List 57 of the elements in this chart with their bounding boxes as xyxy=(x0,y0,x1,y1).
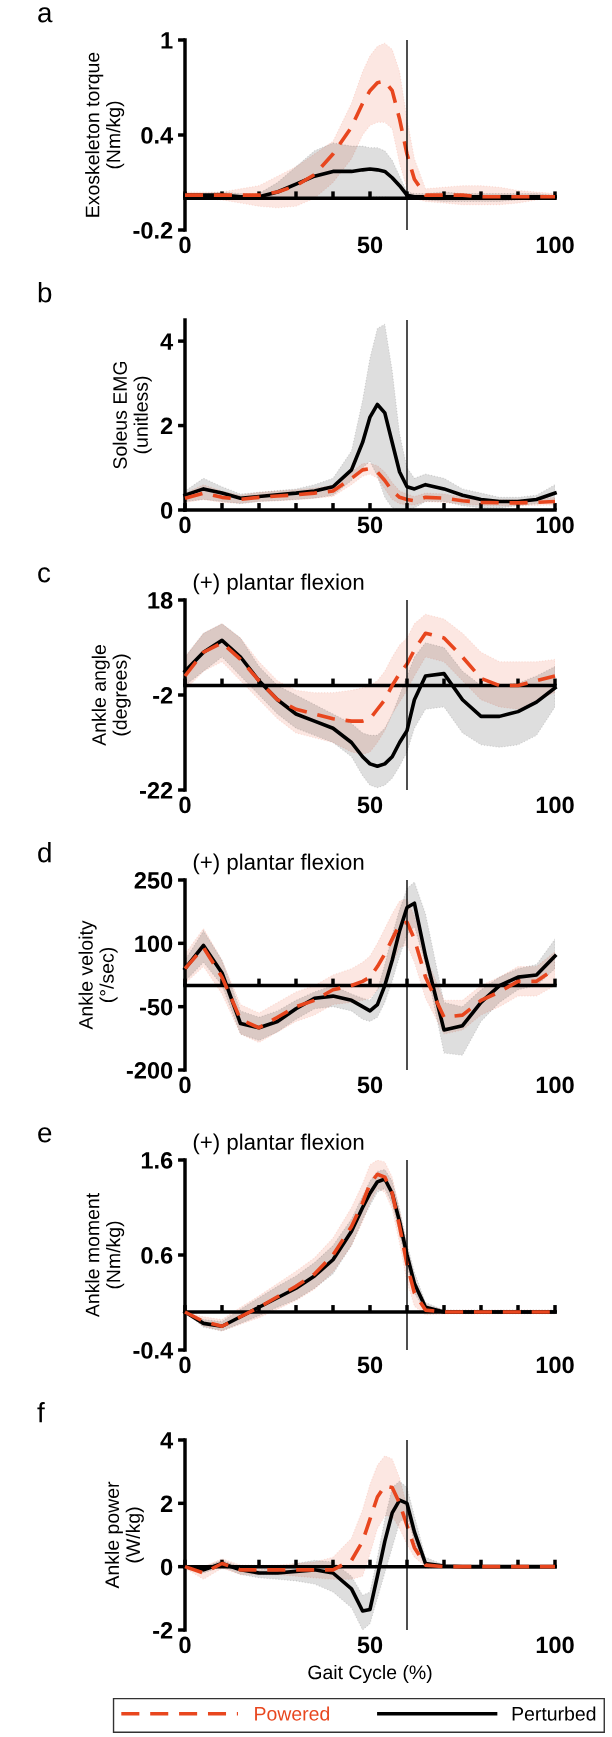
chart-title: b xyxy=(38,282,52,303)
chart-title: c xyxy=(38,567,51,583)
chart-subtitle: (+) plantar flexion xyxy=(193,1133,364,1155)
y-axis-title: Ankle veloity (°/sec) xyxy=(78,920,118,1030)
line-series xyxy=(183,79,557,199)
y-tick-label: 250 xyxy=(134,872,173,889)
y-axis-title: Ankle angle (degrees) xyxy=(91,645,131,746)
y-tick-label: 0.4 xyxy=(141,127,174,144)
y-tick-label: 0 xyxy=(161,502,173,519)
chart-title: a xyxy=(38,7,53,23)
x-tick-label: 50 xyxy=(357,1636,383,1654)
y-tick-label: 18 xyxy=(148,592,173,609)
y-tick-label: 4 xyxy=(160,1432,174,1449)
y-tick-label: -2 xyxy=(153,1622,173,1639)
y-tick-label: 0 xyxy=(161,1558,173,1576)
y-tick-label: -22 xyxy=(140,782,173,799)
y-axis-title: Soleus EMG (unitless) xyxy=(112,361,152,469)
x-tick-label: 0 xyxy=(179,516,191,534)
x-tick-label: 0 xyxy=(179,1356,191,1374)
x-tick-label: 0 xyxy=(179,236,191,254)
text: Powered xyxy=(255,1706,330,1721)
y-tick-label: -0.4 xyxy=(133,1342,174,1359)
y-axis-title: Ankle power (W/kg) xyxy=(104,1481,144,1589)
y-tick-label: 4 xyxy=(160,333,174,350)
y-tick-label: 2 xyxy=(160,1495,173,1512)
y-tick-label: 1.6 xyxy=(141,1152,173,1169)
y-tick-label: -2 xyxy=(153,687,173,704)
x-tick-label: 100 xyxy=(536,1356,574,1374)
y-tick-label: -50 xyxy=(140,998,173,1016)
y-tick-label: 100 xyxy=(135,935,173,953)
y-tick-label: 2 xyxy=(160,417,173,435)
y-tick-label: 1 xyxy=(161,32,173,49)
x-tick-label: 100 xyxy=(536,236,574,254)
x-tick-label: 100 xyxy=(536,516,574,534)
chart-subtitle: (+) plantar flexion xyxy=(193,573,364,595)
x-tick-label: 50 xyxy=(357,516,383,534)
y-axis-title: Ankle moment (Nm/kg) xyxy=(85,1193,125,1318)
chart-title: d xyxy=(38,842,51,863)
x-tick-label: 50 xyxy=(357,796,383,814)
chart-title: e xyxy=(38,1127,52,1143)
x-tick-label: 50 xyxy=(357,1076,383,1094)
text: Perturbed xyxy=(512,1706,596,1721)
y-axis-title: Exoskeleton torque (Nm/kg) xyxy=(85,52,125,217)
x-tick-label: 0 xyxy=(179,796,191,814)
chart-title: f xyxy=(37,1402,45,1423)
x-tick-label: 50 xyxy=(357,236,383,254)
y-tick-label: -200 xyxy=(126,1062,173,1079)
y-tick-label: 0.6 xyxy=(141,1247,173,1264)
x-tick-label: 50 xyxy=(357,1356,383,1374)
x-tick-label: 100 xyxy=(536,796,574,814)
x-tick-label: 100 xyxy=(536,1636,574,1654)
x-axis-title: Gait Cycle (%) xyxy=(308,1664,432,1684)
x-tick-label: 0 xyxy=(179,1636,191,1654)
chart-subtitle: (+) plantar flexion xyxy=(193,853,364,875)
x-tick-label: 100 xyxy=(536,1076,574,1094)
y-tick-label: -0.2 xyxy=(133,222,173,239)
x-tick-label: 0 xyxy=(179,1076,191,1094)
